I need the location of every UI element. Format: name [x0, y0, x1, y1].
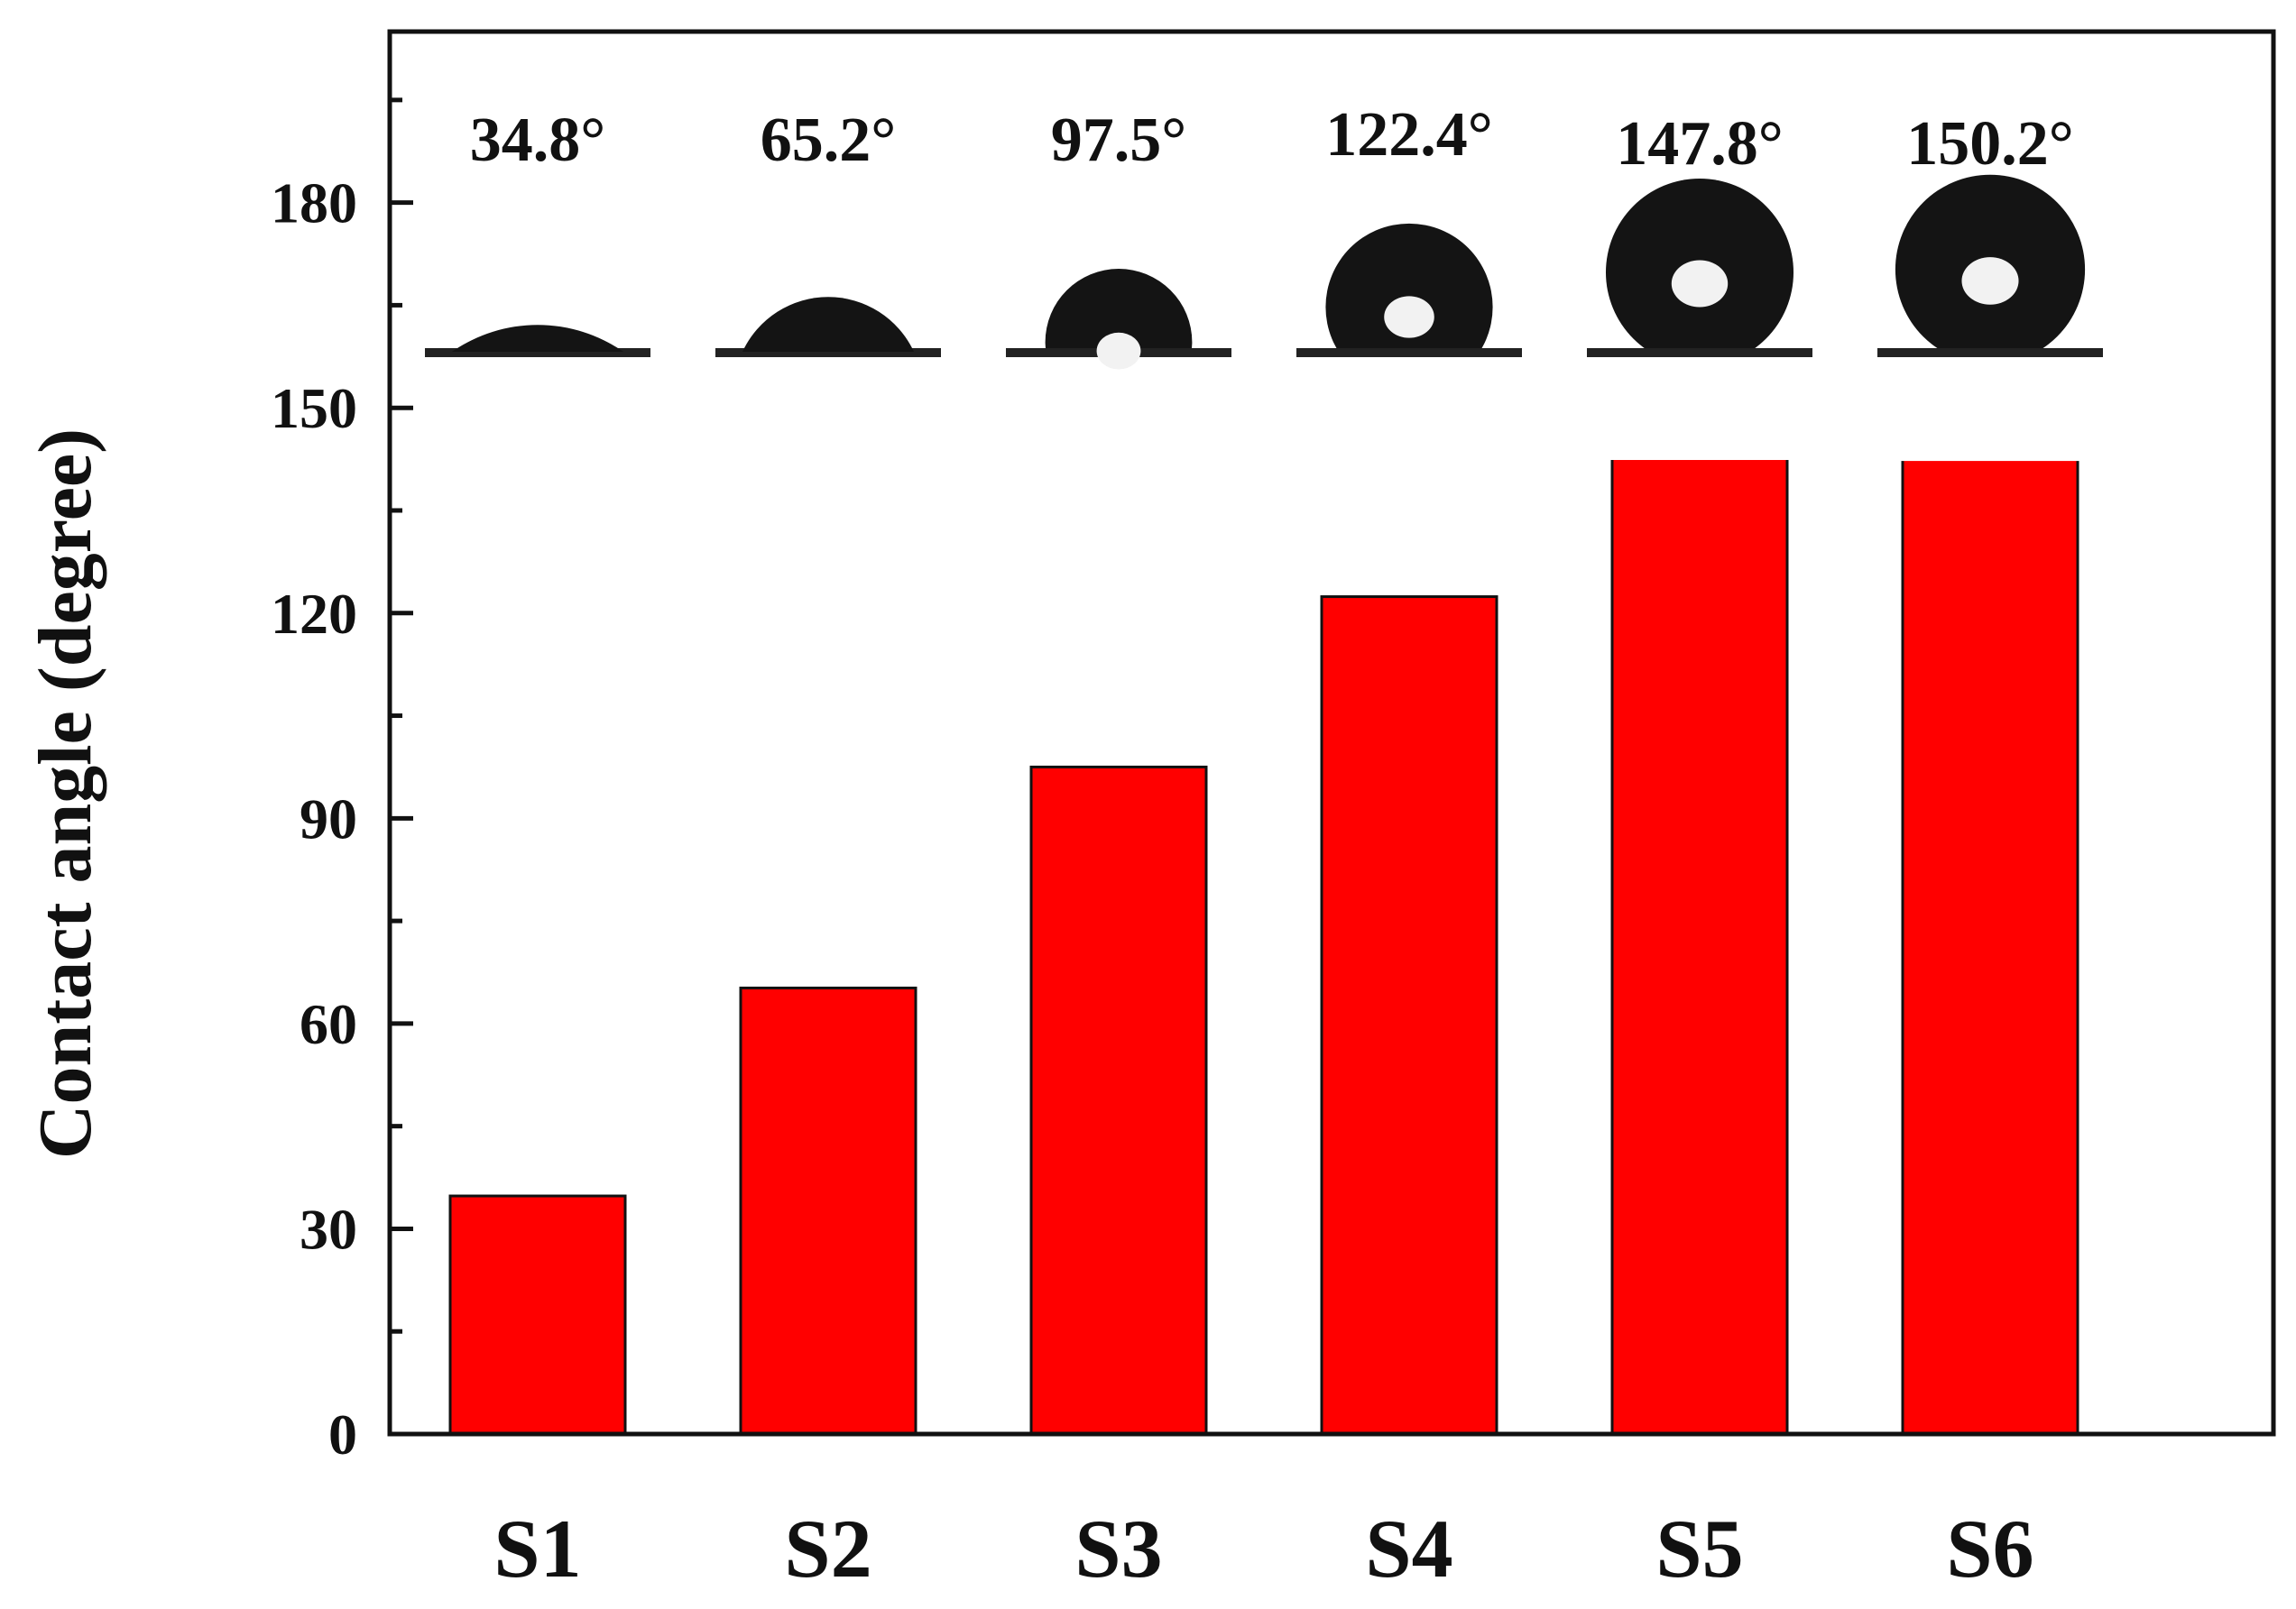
data-label-s2: 65.2°: [761, 106, 897, 175]
droplet-base-mask: [1603, 357, 1796, 461]
y-axis-title: Contact angle (degree): [23, 428, 107, 1159]
data-labels-layer: 34.8° 65.2° 97.5° 122.4° 147.8° 150.2°: [470, 100, 2074, 179]
x-category-label-s3: S3: [1074, 1503, 1162, 1595]
substrate-line: [425, 348, 650, 357]
droplet-highlight: [1384, 296, 1434, 338]
droplet-highlight: [1671, 260, 1729, 308]
y-tick-label: 180: [271, 171, 357, 235]
x-category-label-s1: S1: [493, 1503, 581, 1595]
bars-layer: [448, 405, 2079, 1436]
bar-s2: [739, 986, 917, 1436]
data-label-s4: 122.4°: [1325, 100, 1493, 170]
bar-s1: [448, 1194, 627, 1436]
droplet-highlight: [1096, 332, 1141, 370]
plot-frame: [387, 29, 2276, 1437]
x-category-label-s4: S4: [1365, 1503, 1452, 1595]
substrate-line: [1296, 348, 1522, 357]
data-label-s6: 150.2°: [1906, 109, 2074, 179]
substrate-line: [715, 348, 941, 357]
droplet-s6: [1877, 174, 2103, 462]
substrate-line: [1587, 348, 1812, 357]
droplet-s3: [1006, 269, 1231, 440]
bar-s4: [1320, 595, 1498, 1436]
droplet-insets: [425, 174, 2103, 462]
data-label-s1: 34.8°: [470, 106, 606, 175]
droplet-base-mask: [1043, 357, 1194, 440]
x-category-label-s5: S5: [1655, 1503, 1743, 1595]
y-tick-label: 90: [300, 786, 357, 850]
droplet-s2: [715, 297, 941, 357]
data-label-s5: 147.8°: [1616, 109, 1784, 179]
y-tick-label: 30: [300, 1197, 357, 1261]
droplet-base-mask: [1893, 357, 2088, 462]
droplet-s5: [1587, 178, 1812, 461]
bar-s3: [1029, 765, 1208, 1436]
substrate-line: [1877, 348, 2103, 357]
bar-s5: [1610, 421, 1789, 1436]
y-tick-label: 150: [271, 376, 357, 440]
x-category-label-s6: S6: [1946, 1503, 2033, 1595]
droplet-shape: [742, 297, 914, 352]
y-tick-label: 60: [300, 992, 357, 1056]
x-category-label-s2: S2: [784, 1503, 871, 1595]
droplet-highlight: [1961, 257, 2019, 305]
droplet-s4: [1296, 223, 1522, 450]
data-label-s3: 97.5°: [1051, 106, 1187, 175]
y-tick-label: 120: [271, 582, 357, 646]
axes-layer: 0 30 60 90 120 150 180 S1 S2 S3 S4 S5 S6: [271, 29, 2276, 1595]
droplet-s1: [425, 325, 650, 357]
droplet-shape: [452, 325, 623, 352]
droplet-base-mask: [1323, 357, 1495, 450]
y-tick-label: 0: [328, 1402, 357, 1466]
bar-s6: [1901, 405, 2079, 1436]
